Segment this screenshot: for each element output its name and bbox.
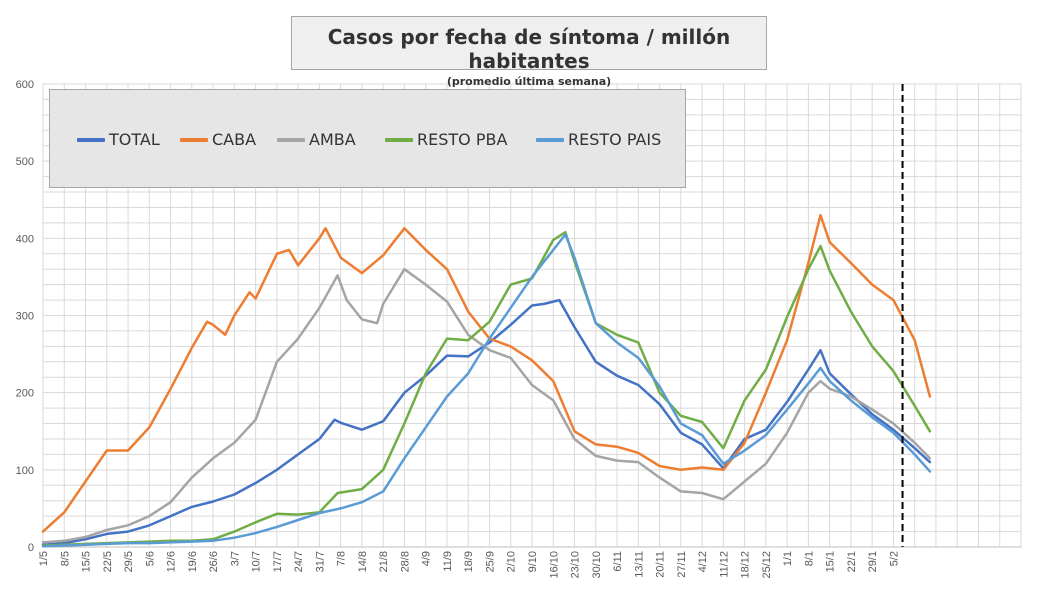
x-tick-label: 22/5 [102, 551, 114, 572]
y-tick-label: 400 [16, 233, 34, 245]
x-tick-label: 1/1 [782, 551, 794, 566]
legend-swatch-resto-pba [385, 137, 413, 142]
legend-label-amba: AMBA [309, 130, 356, 149]
legend: TOTAL CABA AMBA RESTO PBA RESTO PAIS [49, 89, 686, 188]
x-tick-label: 15/5 [81, 551, 93, 572]
series-line-total [41, 298, 932, 546]
axes: 0 100 200 300 400 500 600 1/5 8/5 15/5 22/5 29/5 5/6… [16, 79, 1021, 579]
x-tick-label: 27/11 [676, 551, 688, 578]
x-tick-label: 17/7 [272, 551, 284, 572]
x-tick-label: 22/1 [846, 551, 858, 572]
x-tick-label: 5/6 [144, 551, 156, 566]
x-tick-label: 28/8 [399, 551, 411, 572]
x-tick-label: 30/10 [591, 551, 603, 579]
x-tick-label: 24/7 [293, 551, 305, 572]
x-tick-label: 18/12 [740, 551, 752, 579]
x-tick-label: 12/6 [166, 551, 178, 572]
y-tick-label: 300 [16, 311, 34, 323]
x-tick-label: 11/9 [442, 551, 454, 572]
x-tick-label: 18/9 [463, 551, 475, 572]
y-tick-label: 600 [16, 79, 34, 91]
chart-title: Casos por fecha de síntoma / millón habi… [327, 25, 731, 73]
x-tick-label: 20/11 [655, 551, 667, 578]
y-tick-label: 200 [16, 388, 34, 400]
x-tick-label: 25/12 [761, 551, 773, 579]
chart-title-box: Casos por fecha de síntoma / millón habi… [291, 16, 767, 88]
x-tick-label: 19/6 [187, 551, 199, 572]
series-line-amba [41, 267, 932, 544]
x-tick-label: 29/5 [123, 551, 135, 572]
x-tick-label: 16/10 [548, 551, 560, 579]
y-tick-label: 500 [16, 156, 34, 168]
x-tick-label: 9/10 [527, 551, 539, 572]
x-tick-label: 26/6 [208, 551, 220, 572]
x-tick-label: 23/10 [570, 551, 582, 579]
legend-swatch-caba [180, 137, 208, 142]
y-tick-label: 100 [16, 465, 34, 477]
x-tick-label: 13/11 [633, 551, 645, 578]
legend-item-total: TOTAL [77, 130, 160, 149]
legend-item-resto-pba: RESTO PBA [385, 130, 507, 149]
legend-swatch-resto-pais [536, 137, 564, 142]
x-tick-label: 4/12 [697, 551, 709, 572]
x-tick-label: 31/7 [314, 551, 326, 572]
x-tick-label: 7/8 [336, 551, 348, 566]
legend-label-resto-pais: RESTO PAIS [568, 130, 662, 149]
x-tick-label: 8/5 [59, 551, 71, 566]
x-tick-label: 15/1 [825, 551, 837, 572]
legend-item-caba: CABA [180, 130, 256, 149]
legend-swatch-amba [277, 137, 305, 142]
x-tick-label: 1/5 [38, 551, 50, 566]
series-line-caba [41, 213, 932, 533]
x-tick-label: 3/7 [229, 551, 241, 566]
x-tick-label: 2/10 [506, 551, 518, 572]
legend-label-caba: CABA [212, 130, 257, 149]
x-tick-label: 14/8 [357, 551, 369, 572]
series-lines [41, 213, 932, 548]
x-tick-label: 6/11 [612, 551, 624, 572]
legend-item-resto-pais: RESTO PAIS [536, 130, 661, 149]
x-tick-label: 11/12 [718, 551, 730, 578]
x-tick-label: 10/7 [251, 551, 263, 572]
y-tick-label: 0 [28, 542, 34, 554]
x-tick-label: 29/1 [867, 551, 879, 572]
x-tick-label: 5/2 [888, 551, 900, 566]
series-line-resto-pais [41, 233, 932, 548]
legend-swatch-total [77, 137, 105, 142]
x-tick-label: 25/9 [484, 551, 496, 572]
legend-item-amba: AMBA [277, 130, 356, 149]
legend-label-resto-pba: RESTO PBA [417, 130, 508, 149]
x-tick-label: 21/8 [378, 551, 390, 572]
x-tick-label: 4/9 [421, 551, 433, 566]
x-tick-label: 8/1 [803, 551, 815, 566]
legend-label-total: TOTAL [109, 130, 160, 149]
chart-subtitle: (promedio última semana) [446, 75, 612, 88]
